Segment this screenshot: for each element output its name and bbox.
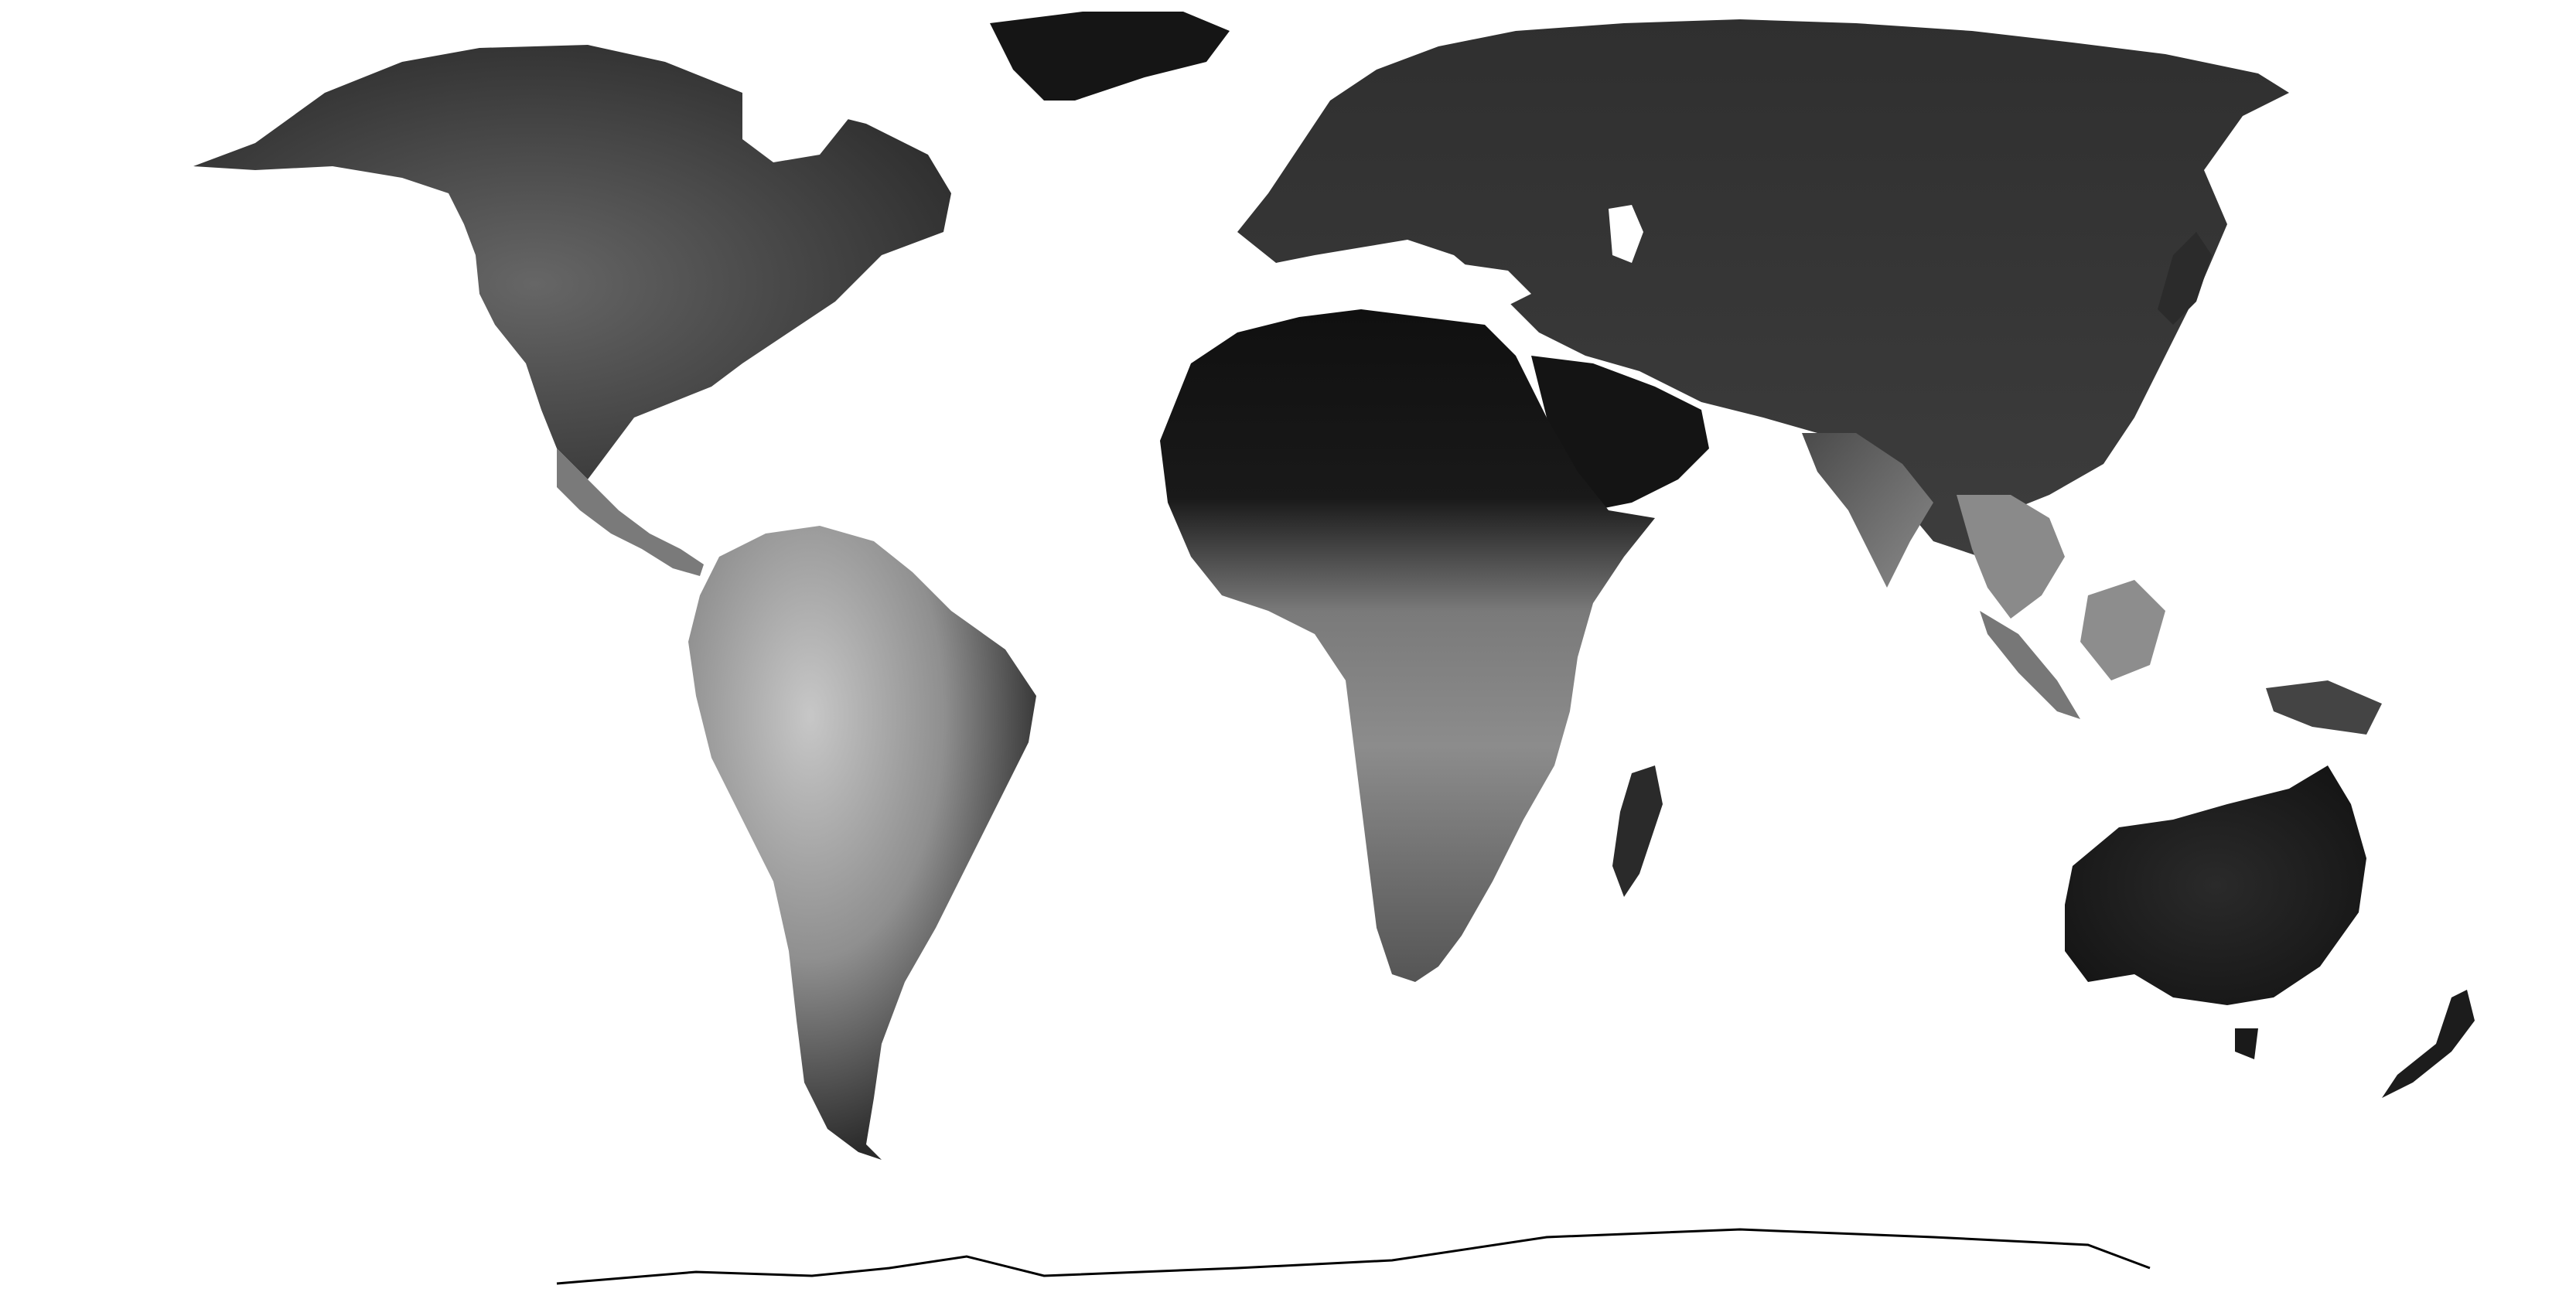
landmass-central-america [557, 448, 704, 576]
landmass-greenland [990, 12, 1230, 101]
landmass-south-america [688, 526, 1036, 1160]
landmass-south-asia [1802, 433, 1933, 588]
landmass-madagascar [1612, 765, 1663, 897]
landmass-new-zealand [2382, 990, 2475, 1098]
landmass-southeast-asia [1957, 495, 2065, 619]
landmass-tasmania [2235, 1028, 2258, 1059]
caspian-sea [1609, 205, 1643, 263]
landmass-africa [1160, 309, 1655, 982]
landmass-borneo [2080, 580, 2165, 680]
landmass-sumatra [1980, 611, 2080, 719]
mediterranean-sea [1261, 263, 1531, 309]
landmass-japan [2158, 232, 2212, 325]
landmass-eurasia [1237, 19, 2289, 557]
landmass-new-guinea [2266, 680, 2382, 735]
hudson-bay [742, 85, 851, 162]
landmass-australia [2065, 765, 2366, 1005]
landmass-antarctica-edge [556, 1228, 2151, 1285]
